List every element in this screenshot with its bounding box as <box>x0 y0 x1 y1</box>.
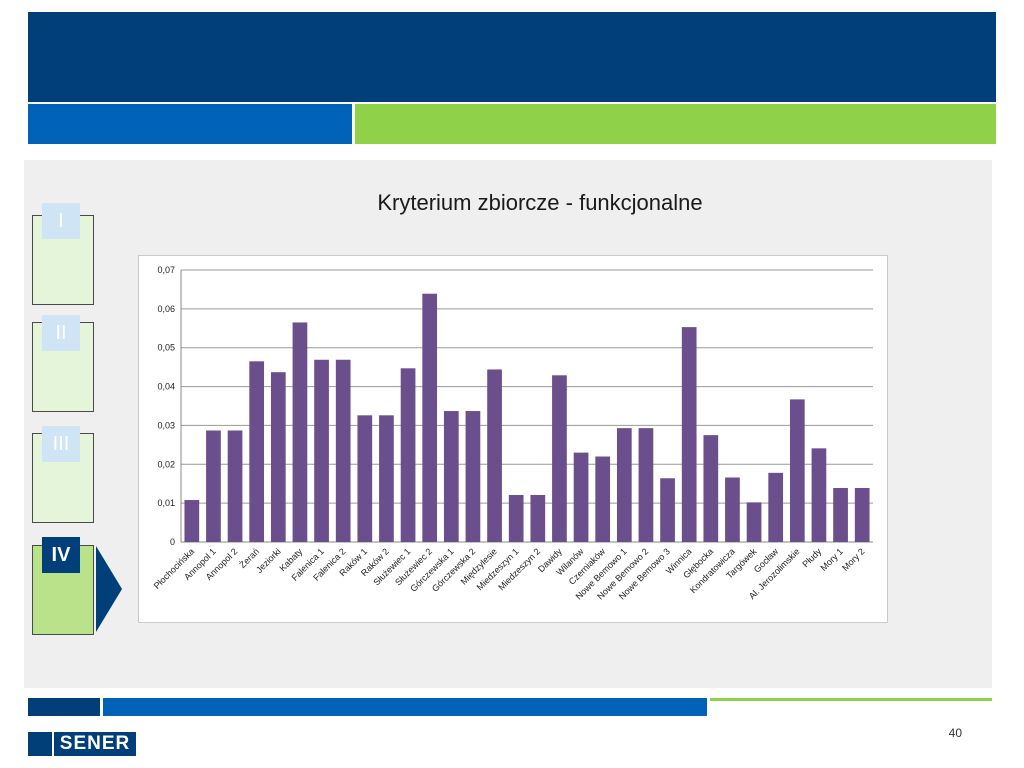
page-number: 40 <box>948 726 962 740</box>
header-blue-strip <box>28 104 352 144</box>
bar <box>616 428 632 542</box>
bar <box>508 494 524 542</box>
footer-dark-strip <box>28 698 100 716</box>
step-tag-4: IV <box>42 537 80 573</box>
y-tick-label: 0,06 <box>157 304 175 314</box>
y-tick-label: 0 <box>170 537 175 547</box>
bar <box>422 293 438 542</box>
bar <box>249 361 265 542</box>
bar <box>206 430 221 542</box>
bar <box>573 452 589 542</box>
bar <box>854 487 870 542</box>
chart-container: 0 0,01 0,02 0,03 0,04 0,05 0,06 0,07 Płochocińsk… <box>138 255 888 623</box>
footer-green-line <box>710 698 992 701</box>
header-band <box>28 12 996 102</box>
y-tick-label: 0,03 <box>157 420 175 430</box>
bar <box>487 369 502 542</box>
step-tag-3: III <box>42 426 80 462</box>
bar <box>530 494 546 542</box>
bar <box>725 477 740 542</box>
header-green-strip <box>355 104 996 144</box>
bar <box>335 359 351 542</box>
bar <box>552 375 567 542</box>
bar <box>443 411 459 542</box>
bar <box>270 372 286 542</box>
bar <box>746 502 762 542</box>
bar <box>595 456 611 542</box>
slide-title: Kryterium zbiorcze - funkcjonalne <box>377 190 703 215</box>
logo-text: SENER <box>54 732 136 756</box>
active-step-arrow-icon <box>96 546 122 632</box>
y-tick-label: 0,07 <box>157 265 175 275</box>
bar <box>681 327 697 542</box>
sener-logo: SENER <box>28 732 136 756</box>
bar <box>638 428 654 542</box>
bar-chart: 00,010,020,030,040,050,060,07Płochocińsk… <box>152 265 873 602</box>
bar <box>400 368 416 542</box>
y-tick-label: 0,04 <box>157 382 175 392</box>
step-tag-1: I <box>42 203 80 239</box>
x-tick-label: Mory 2 <box>840 546 867 573</box>
bar <box>789 399 805 542</box>
bar <box>833 487 848 542</box>
bar <box>379 415 394 542</box>
step-tag-2: II <box>42 315 80 351</box>
x-tick-label: Jeziorki <box>254 546 283 575</box>
bar <box>811 448 827 542</box>
bar <box>768 472 784 542</box>
bar <box>314 359 329 542</box>
bar <box>465 411 481 542</box>
bar <box>227 430 243 542</box>
footer-blue-strip <box>103 698 707 716</box>
x-tick-label: Mory 1 <box>818 546 845 573</box>
bar <box>357 415 373 542</box>
bar <box>184 500 200 542</box>
bar <box>660 478 675 542</box>
bar <box>703 435 719 542</box>
y-tick-label: 0,02 <box>157 459 175 469</box>
bar <box>292 322 308 542</box>
logo-mark-icon <box>28 732 52 756</box>
y-tick-label: 0,05 <box>157 343 175 353</box>
y-tick-label: 0,01 <box>157 498 175 508</box>
